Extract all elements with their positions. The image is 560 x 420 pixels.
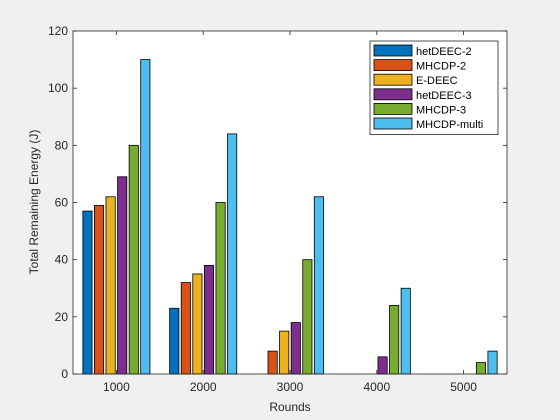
y-tick-label: 80 — [55, 138, 69, 152]
legend-label: E-DEEC — [416, 75, 458, 87]
bars-group — [82, 59, 498, 375]
y-tick-label: 100 — [48, 81, 68, 95]
bar-hetdeec-3-2000 — [203, 264, 215, 375]
bar-mhcdp-2-3000 — [267, 350, 278, 375]
x-tick-label: 1000 — [103, 380, 130, 394]
y-tick-label: 40 — [55, 253, 69, 267]
bar-mhcdp-multi-2000 — [227, 133, 238, 375]
x-tick-label: 3000 — [277, 380, 304, 394]
legend-swatch — [373, 103, 413, 115]
bar-hetdeec-3-1000 — [117, 176, 128, 375]
bar-mhcdp-multi-1000 — [140, 59, 151, 375]
bar-e-deec-1000 — [105, 196, 116, 375]
bar-mhcdp-3-1000 — [128, 144, 139, 375]
x-axis-label: Rounds — [269, 400, 310, 414]
x-tick-label: 2000 — [190, 380, 217, 394]
bar-mhcdp-3-5000 — [475, 362, 486, 375]
legend-swatch — [373, 73, 413, 86]
x-tick-label: 4000 — [363, 380, 390, 394]
bar-hetdeec-3-4000 — [377, 356, 388, 375]
bar-mhcdp-multi-3000 — [313, 196, 324, 375]
legend-swatch — [373, 88, 413, 101]
y-tick-label: 0 — [61, 367, 68, 381]
legend-label: hetDEEC-2 — [416, 46, 472, 58]
bar-e-deec-2000 — [192, 273, 203, 375]
bar-mhcdp-2-2000 — [180, 282, 191, 375]
bar-hetdeec-2-2000 — [169, 307, 180, 375]
bar-mhcdp-3-3000 — [302, 259, 313, 375]
ticks-group: 0 20 40 60 80 100 120 1000 2000 3000 4000 5000 — [48, 24, 507, 394]
bar-mhcdp-3-2000 — [215, 202, 226, 375]
legend-label: hetDEEC-3 — [416, 90, 472, 102]
legend-label: MHCDP-2 — [416, 61, 466, 73]
bar-hetdeec-3-3000 — [290, 322, 301, 375]
y-tick-label: 120 — [48, 24, 68, 38]
legend-label: MHCDP-3 — [416, 104, 466, 116]
bar-mhcdp-multi-4000 — [400, 287, 411, 375]
legend-swatch — [373, 44, 413, 57]
bar-mhcdp-2-1000 — [94, 204, 105, 375]
x-tick-label: 5000 — [450, 380, 477, 394]
legend: hetDEEC-2 MHCDP-2 E-DEEC hetDEEC-3 MHCDP-3 MH… — [369, 40, 499, 135]
y-tick-label: 20 — [55, 310, 69, 324]
legend-label: MHCDP-multi — [416, 119, 483, 131]
legend-swatch — [373, 59, 413, 71]
y-tick-label: 60 — [55, 196, 69, 210]
y-axis-label: Total Remaining Energy (J) — [27, 130, 41, 275]
bar-hetdeec-2-1000 — [82, 210, 93, 375]
legend-swatch — [373, 117, 413, 130]
bar-e-deec-3000 — [279, 330, 290, 375]
bar-mhcdp-3-4000 — [389, 304, 400, 375]
bar-mhcdp-multi-5000 — [487, 350, 498, 375]
